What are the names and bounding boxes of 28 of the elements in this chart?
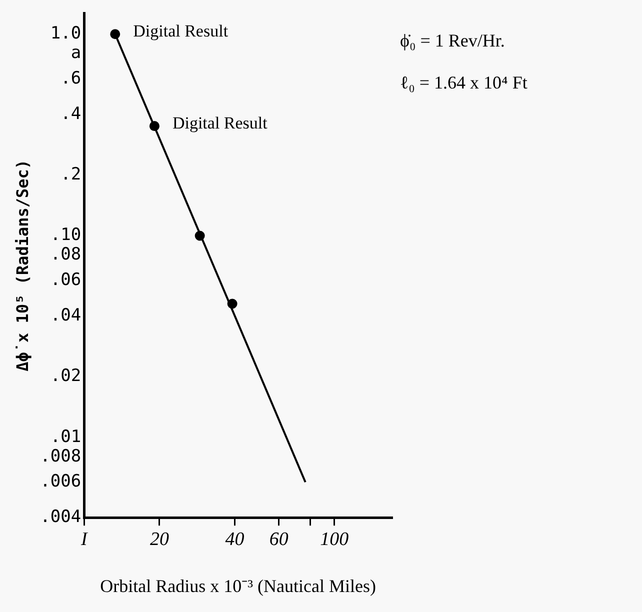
y-tick-label: 1.0 [50, 24, 82, 44]
y-tick-label: .008 [40, 446, 82, 466]
y-tick-label: .2 [60, 164, 82, 184]
x-axis-title: Orbital Radius x 10⁻³ (Nautical Miles) [100, 576, 376, 596]
y-tick-label: .01 [50, 426, 82, 447]
y-tick-label: .02 [50, 366, 82, 386]
point [110, 29, 120, 40]
text: ℓ₀ = 1.64 x 10⁴ Ft [400, 72, 528, 93]
y-tick-label: .4 [60, 104, 82, 124]
x-tick-label: 20 [150, 529, 170, 550]
y-tick-label: .004 [40, 507, 82, 528]
annotation: Digital Result [133, 22, 228, 41]
y-tick-label: .10 [50, 225, 82, 246]
y-tick-label: .006 [40, 472, 82, 492]
y-axis-title: Δϕ̇ x 10⁵ (Radians/Sec) [12, 159, 32, 372]
y-tick-label: a [70, 43, 82, 64]
y-tick-label: .04 [50, 305, 82, 326]
point [149, 121, 160, 132]
point [227, 298, 238, 309]
x-tick-label: 40 [225, 529, 245, 550]
y-tick-label: .06 [50, 270, 82, 290]
text: ϕ̇₀ = 1 Rev/Hr. [400, 30, 505, 51]
x-tick-label: 100 [320, 529, 350, 550]
annotation: Digital Result [172, 114, 268, 133]
y-tick-label: .6 [60, 68, 82, 88]
x-tick-label: 60 [269, 529, 289, 550]
x-tick-label: I [80, 529, 89, 550]
y-tick-label: .08 [50, 244, 82, 265]
